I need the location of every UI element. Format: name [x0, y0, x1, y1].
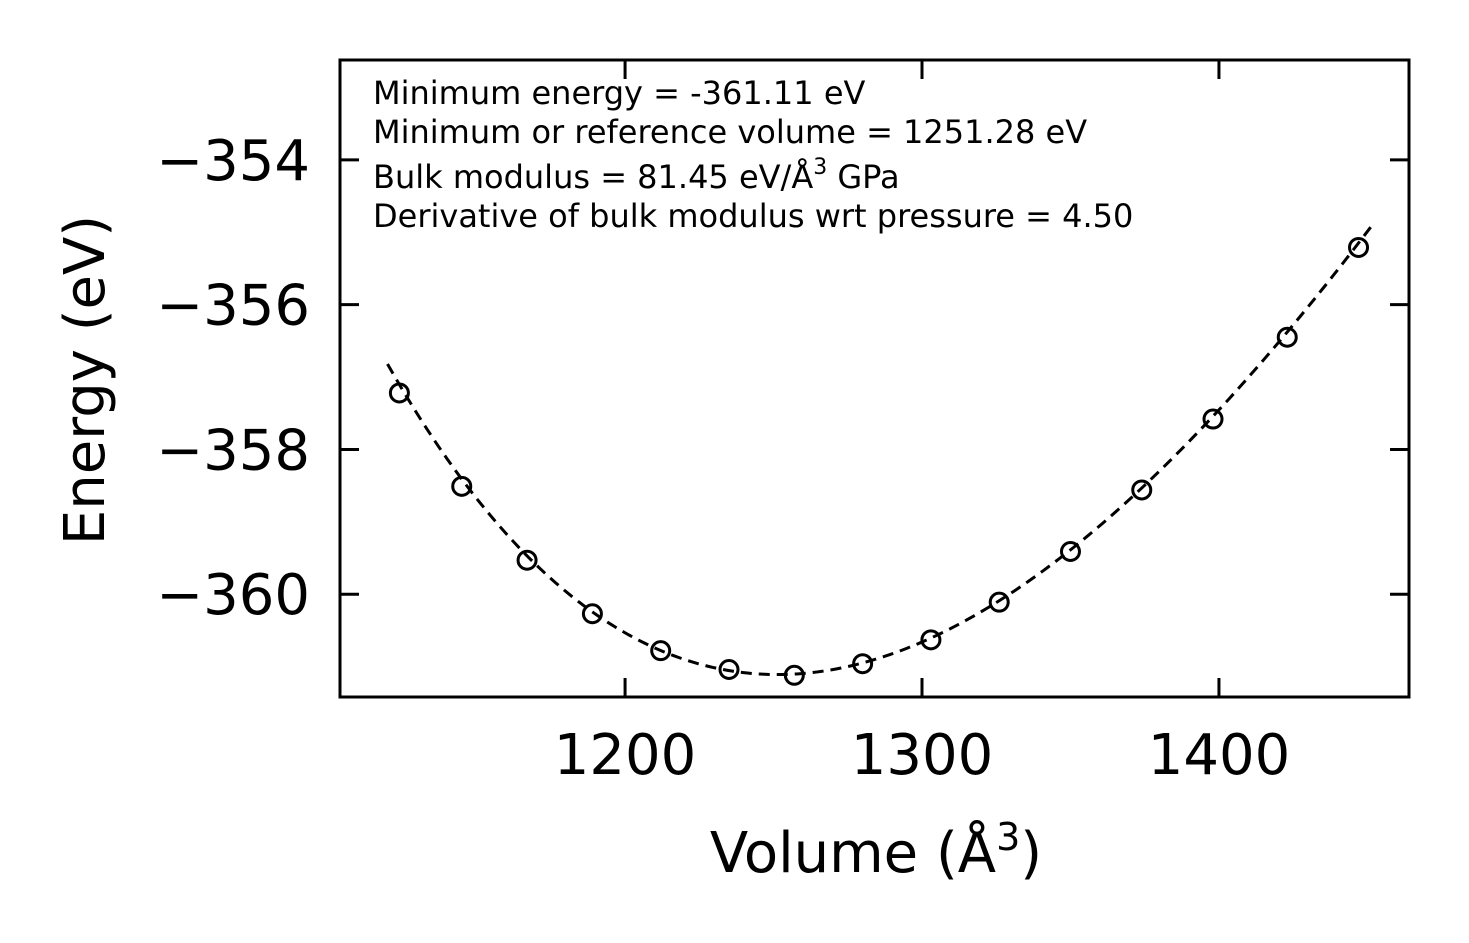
fit-curve-layer [386, 222, 1375, 677]
data-point [783, 664, 805, 686]
y-tick-label: −354 [156, 129, 310, 194]
y-tick-label: −358 [156, 418, 310, 483]
x-tick-label: 1400 [1148, 723, 1291, 788]
data-point [1276, 326, 1298, 348]
data-point [718, 658, 740, 680]
data-point [1131, 479, 1153, 501]
y-tick-label: −356 [156, 274, 310, 339]
data-point [920, 629, 942, 651]
x-tick-labels: 1200 1300 1400 [554, 723, 1290, 788]
x-tick-label: 1200 [554, 723, 697, 788]
plot-area [340, 60, 1409, 697]
y-tick-labels: −354 −356 −358 −360 [156, 129, 310, 628]
data-point [852, 653, 874, 675]
y-tick-label: −360 [156, 563, 310, 628]
data-point [1348, 236, 1370, 258]
annotation-bulk-modulus: Bulk modulus = 81.45 eV/Å3 GPa [373, 155, 900, 196]
data-point [516, 549, 538, 571]
annotation-bulk-derivative: Derivative of bulk modulus wrt pressure … [373, 197, 1133, 235]
fit-parameters-annotation: Minimum energy = -361.11 eV Minimum or r… [373, 74, 1133, 235]
data-point [451, 475, 473, 497]
x-tick-label: 1300 [851, 723, 994, 788]
data-point [581, 603, 603, 625]
data-point [1059, 541, 1081, 563]
data-point [988, 591, 1010, 613]
fit-curve [386, 222, 1375, 677]
y-axis-label: Energy (eV) [53, 215, 118, 545]
x-axis-label: Volume (Å3) [710, 815, 1042, 886]
data-points-layer [388, 236, 1370, 686]
annotation-min-energy: Minimum energy = -361.11 eV [373, 74, 866, 112]
ticks-layer [340, 60, 1409, 697]
plot-frame [338, 58, 1411, 699]
data-point [1202, 408, 1224, 430]
data-point [650, 640, 672, 662]
data-point [388, 382, 410, 404]
annotation-ref-volume: Minimum or reference volume = 1251.28 eV [373, 113, 1087, 151]
